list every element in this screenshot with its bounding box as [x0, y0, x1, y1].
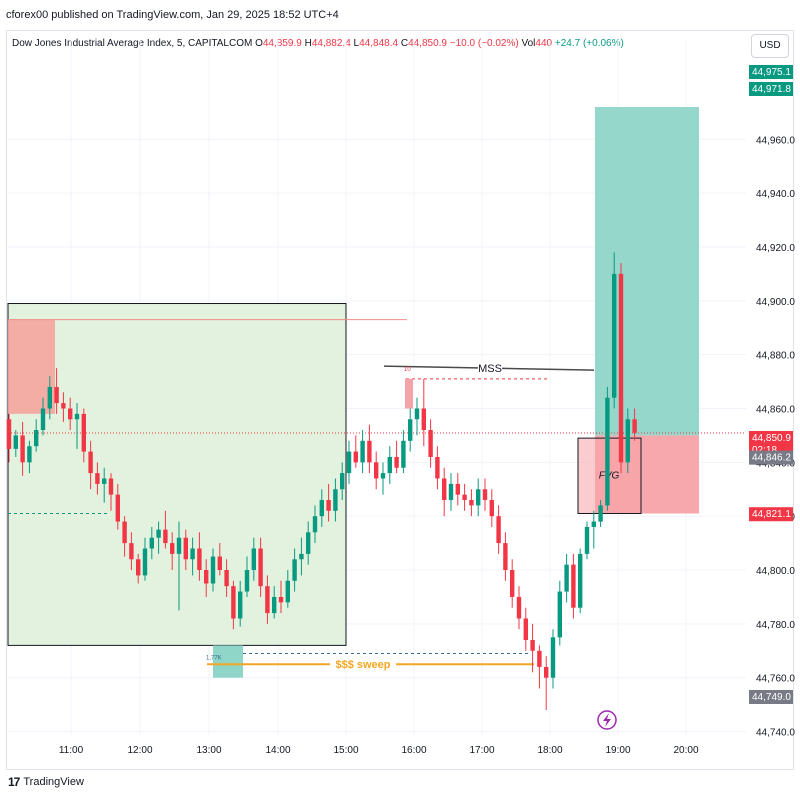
- close-value: 44,850.9: [408, 38, 447, 49]
- publisher-line: cforex00 published on TradingView.com, J…: [6, 9, 339, 21]
- volume-value: 440: [535, 38, 553, 49]
- volume-change: +24.7 (+0.06%): [554, 38, 624, 49]
- low-value: 44,848.4: [359, 38, 399, 49]
- chart-frame: [6, 30, 794, 770]
- open-label: O: [255, 38, 263, 49]
- currency-button[interactable]: USD: [751, 34, 789, 58]
- low-label: L: [353, 38, 360, 49]
- tradingview-logo-icon: 17: [8, 775, 20, 789]
- symbol-name: Dow Jones Industrial Average Index, 5, C…: [12, 38, 253, 49]
- high-label: H: [304, 38, 312, 49]
- high-value: 44,882.4: [311, 38, 351, 49]
- brand-name: TradingView: [23, 776, 84, 788]
- close-label: C: [400, 38, 409, 49]
- volume-label: Vol: [521, 38, 536, 49]
- brand-footer: 17 TradingView: [8, 775, 84, 789]
- change-value: −10.0 (−0.02%): [449, 38, 519, 49]
- open-value: 44,859.9: [262, 38, 302, 49]
- symbol-legend: Dow Jones Industrial Average Index, 5, C…: [12, 38, 624, 49]
